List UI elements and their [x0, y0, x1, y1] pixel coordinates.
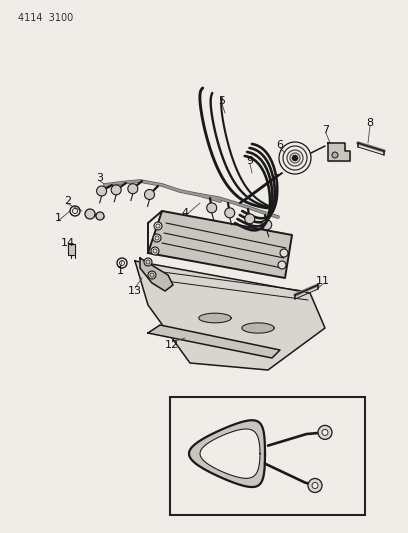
Circle shape — [322, 430, 328, 435]
Circle shape — [318, 425, 332, 439]
Circle shape — [96, 212, 104, 220]
Polygon shape — [148, 325, 280, 358]
Circle shape — [97, 186, 106, 196]
Polygon shape — [328, 143, 350, 161]
Circle shape — [278, 261, 286, 269]
Text: 3: 3 — [97, 173, 104, 183]
Text: 4: 4 — [182, 208, 188, 218]
Text: 2: 2 — [64, 196, 71, 206]
Polygon shape — [189, 420, 265, 487]
Polygon shape — [148, 211, 292, 278]
Polygon shape — [135, 261, 325, 370]
Text: 5: 5 — [219, 96, 226, 106]
Circle shape — [144, 190, 155, 199]
Polygon shape — [242, 323, 274, 333]
Polygon shape — [140, 258, 173, 291]
Text: 1: 1 — [55, 213, 62, 223]
Circle shape — [312, 482, 318, 489]
Polygon shape — [200, 429, 260, 478]
Circle shape — [207, 203, 217, 213]
Circle shape — [225, 208, 235, 218]
Text: 7: 7 — [322, 125, 330, 135]
Circle shape — [308, 479, 322, 492]
Circle shape — [151, 247, 159, 255]
Circle shape — [262, 220, 272, 230]
Circle shape — [245, 214, 255, 224]
Circle shape — [332, 152, 338, 158]
Bar — [170, 397, 365, 515]
Bar — [68, 244, 75, 255]
Text: 4114  3100: 4114 3100 — [18, 13, 73, 23]
Circle shape — [148, 271, 156, 279]
Text: 10: 10 — [280, 410, 294, 419]
Circle shape — [280, 249, 288, 257]
Text: 14: 14 — [61, 238, 75, 248]
Text: 1: 1 — [117, 266, 124, 276]
Circle shape — [154, 222, 162, 230]
Text: 12: 12 — [165, 340, 179, 350]
Circle shape — [153, 234, 161, 242]
Text: 9: 9 — [246, 156, 253, 166]
Circle shape — [128, 184, 138, 193]
Text: 11: 11 — [316, 276, 330, 286]
Circle shape — [144, 258, 152, 266]
Circle shape — [292, 155, 298, 161]
Text: 6: 6 — [277, 140, 284, 150]
Text: 13: 13 — [128, 286, 142, 296]
Polygon shape — [199, 313, 231, 323]
Text: 8: 8 — [366, 118, 374, 128]
Circle shape — [111, 185, 121, 195]
Circle shape — [85, 209, 95, 219]
